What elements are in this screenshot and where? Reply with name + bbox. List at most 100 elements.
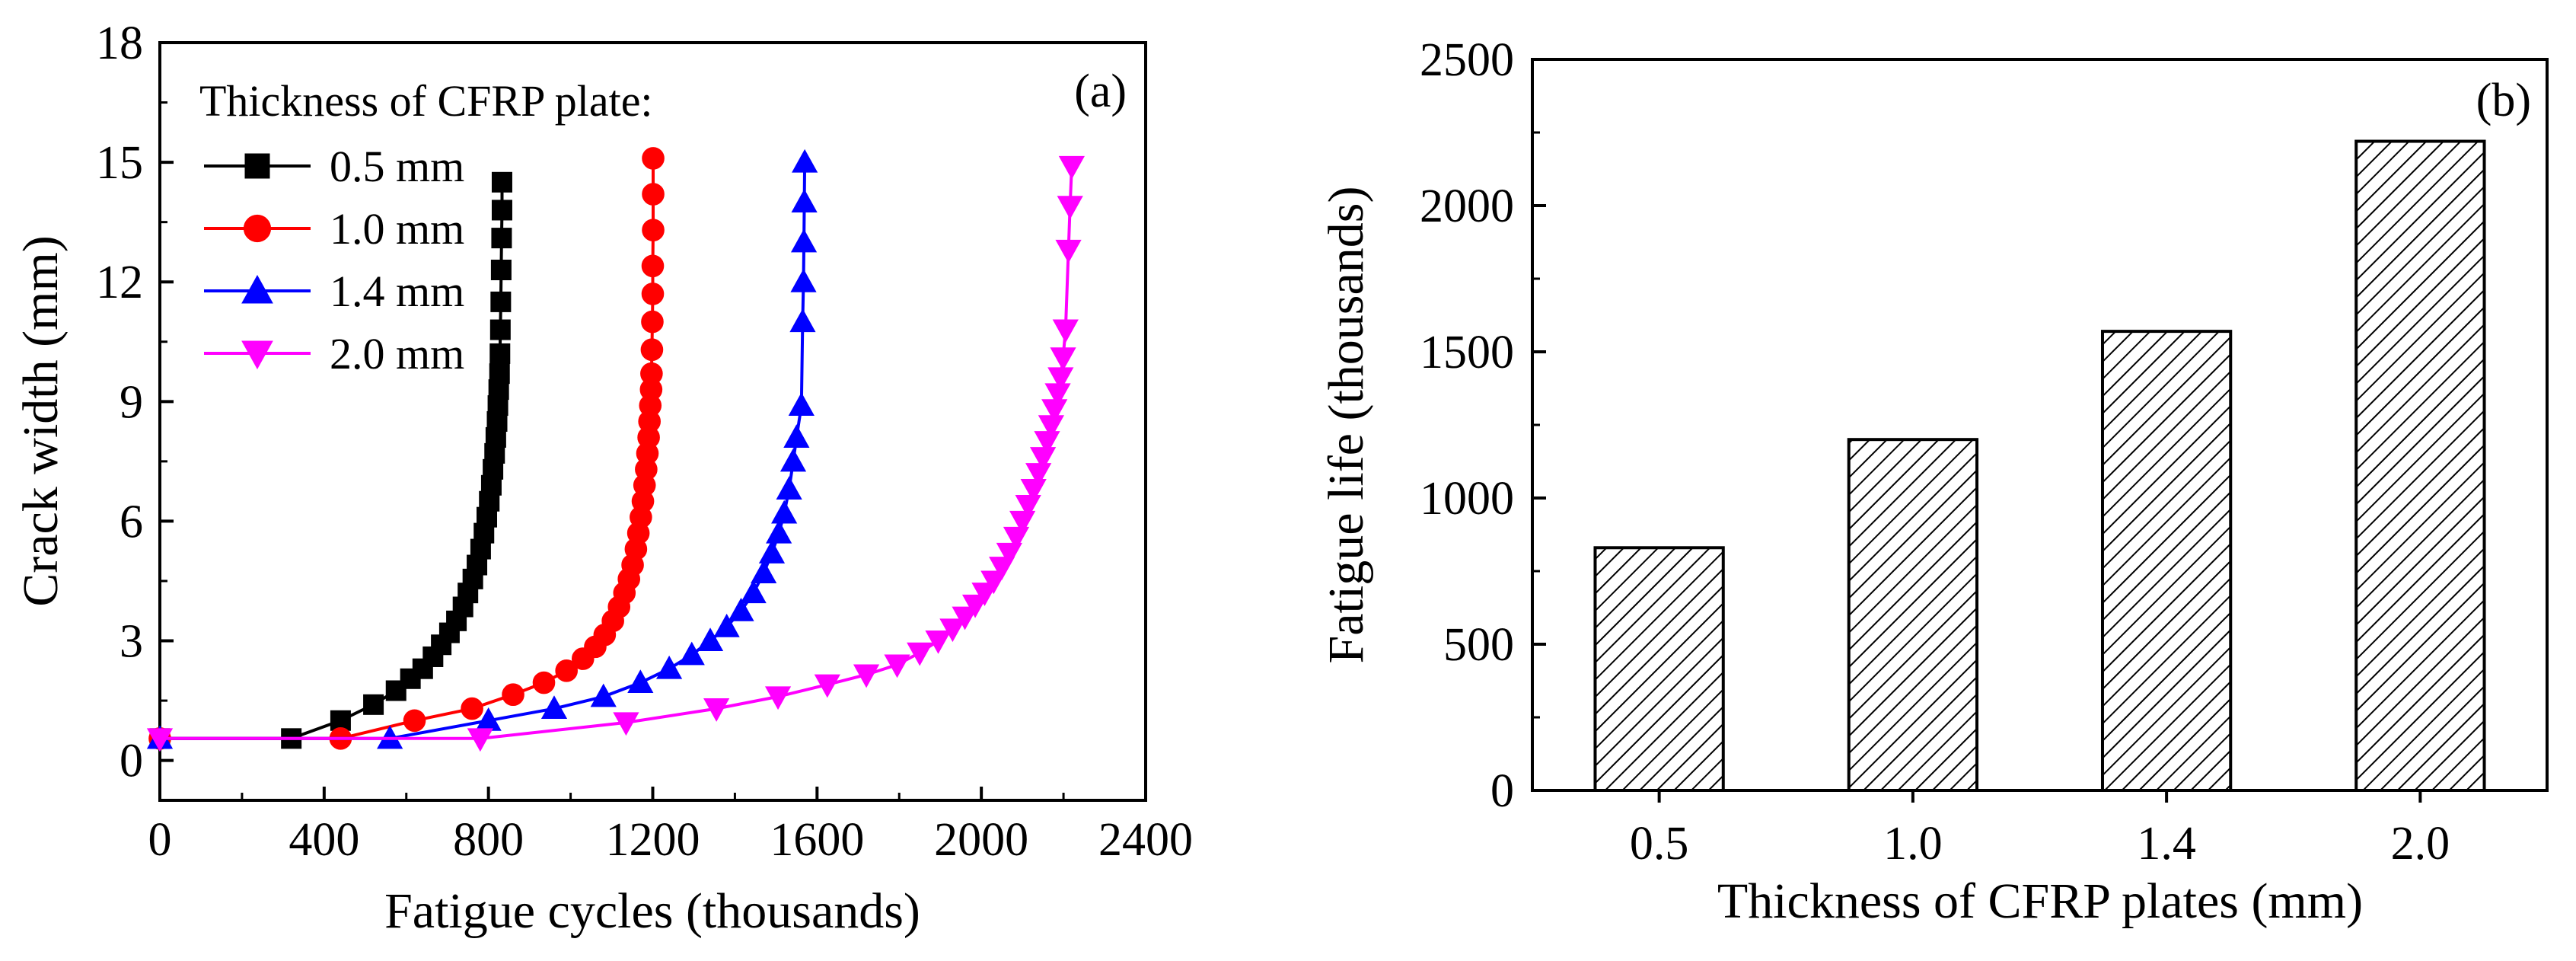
data-point-1-4-mm — [766, 519, 792, 544]
data-point-1-4-mm — [790, 228, 818, 253]
legend-title: Thickness of CFRP plate: — [199, 76, 653, 126]
data-point-2-0-mm — [1058, 155, 1085, 180]
panel-a-y-tick-label-9: 9 — [120, 376, 143, 428]
panel-b-x-tick-label-0-5: 0.5 — [1630, 818, 1689, 870]
panel-b-y-tick-label-500: 500 — [1443, 619, 1514, 671]
data-point-1-4-mm — [779, 448, 807, 472]
data-point-2-0-mm — [1057, 196, 1083, 219]
data-point-2-0-mm — [939, 618, 966, 643]
data-point-0-5-mm — [489, 363, 510, 385]
data-point-2-0-mm — [980, 570, 1007, 595]
data-point-1-4-mm — [771, 500, 798, 524]
data-point-1-4-mm — [655, 655, 683, 679]
legend-marker-2-0-mm — [241, 340, 273, 370]
panel-b-x-tick-label-1-0: 1.0 — [1883, 818, 1943, 870]
data-point-1-4-mm — [590, 683, 617, 707]
data-point-1-0-mm — [403, 709, 426, 733]
bar-0-5 — [1593, 546, 1725, 793]
data-point-0-5-mm — [489, 343, 511, 364]
data-point-1-0-mm — [641, 254, 665, 278]
data-point-0-5-mm — [491, 171, 512, 193]
data-point-0-5-mm — [491, 228, 512, 249]
panel-a-series — [146, 147, 1085, 752]
data-point-1-4-mm — [783, 424, 810, 448]
data-point-2-0-mm — [1020, 479, 1047, 503]
legend-label-1-0-mm: 1.0 mm — [330, 204, 464, 254]
data-point-2-0-mm — [1055, 239, 1082, 263]
series-1-0-mm — [148, 147, 665, 750]
data-point-1-0-mm — [502, 683, 524, 707]
series-line-1-4-mm — [160, 162, 807, 740]
data-point-1-0-mm — [640, 338, 664, 362]
panel-a-x-tick-label-800: 800 — [453, 814, 524, 866]
panel-a-x-tick-label-0: 0 — [148, 814, 172, 866]
panel-b-bars — [1593, 139, 2486, 793]
data-point-1-0-mm — [642, 183, 665, 206]
panel-a-y-tick-label-6: 6 — [120, 496, 143, 548]
panel-a-x-tick-label-1200: 1200 — [606, 814, 700, 866]
data-point-2-0-mm — [1030, 447, 1057, 471]
data-point-2-0-mm — [961, 594, 989, 618]
data-point-1-0-mm — [640, 362, 663, 385]
panel-b-bar-chart: 0 500 1000 1500 2000 2500 0.5 1.0 1.4 2.0 (b) Thi… — [1318, 34, 2549, 929]
panel-a-y-axis-title: Crack width (mm) — [13, 235, 69, 607]
panel-b-y-tick-label-1000: 1000 — [1420, 473, 1514, 525]
data-point-1-4-mm — [776, 476, 802, 500]
panel-b-y-tick-label-1500: 1500 — [1420, 327, 1514, 378]
data-point-1-0-mm — [461, 697, 483, 720]
panel-a-label: (a) — [1074, 65, 1127, 117]
data-point-2-0-mm — [907, 642, 933, 666]
data-point-0-5-mm — [385, 680, 406, 701]
data-point-1-4-mm — [788, 392, 815, 417]
panel-b-x-axis-title: Thickness of CFRP plates (mm) — [1717, 873, 2363, 929]
data-point-2-0-mm — [1047, 367, 1074, 391]
data-point-1-4-mm — [758, 540, 786, 564]
data-point-1-4-mm — [697, 627, 724, 652]
data-point-0-5-mm — [490, 291, 512, 312]
bar-2-0 — [2354, 139, 2486, 792]
data-point-2-0-mm — [703, 698, 730, 722]
series-0-5-mm — [149, 171, 512, 749]
data-point-2-0-mm — [1050, 347, 1076, 371]
data-point-1-0-mm — [532, 671, 556, 694]
legend-item-1-4-mm: 1.4 mm — [204, 267, 464, 316]
data-point-1-4-mm — [751, 560, 777, 583]
series-1-4-mm — [146, 148, 818, 749]
data-point-1-0-mm — [641, 310, 664, 334]
data-point-2-0-mm — [1025, 463, 1052, 487]
panel-b-y-tick-label-2000: 2000 — [1420, 180, 1514, 232]
data-point-0-5-mm — [490, 260, 512, 280]
data-point-2-0-mm — [1034, 431, 1060, 455]
data-point-2-0-mm — [952, 606, 978, 631]
legend-marker-1-4-mm — [241, 274, 273, 304]
panel-a-y-tick-label-18: 18 — [96, 18, 143, 69]
series-2-0-mm — [146, 155, 1085, 752]
panel-a-y-tick-label-12: 12 — [96, 257, 143, 308]
data-point-1-4-mm — [792, 148, 818, 173]
data-point-1-4-mm — [728, 597, 754, 621]
panel-a-line-chart: 0 400 800 1200 1600 2000 2400 0 3 6 9 12 15 18 Thickn… — [13, 18, 1193, 939]
panel-b-x-tick-label-2-0: 2.0 — [2391, 818, 2450, 870]
data-point-2-0-mm — [467, 728, 493, 752]
data-point-2-0-mm — [146, 728, 174, 752]
panel-b-ticks: 0 500 1000 1500 2000 2500 0.5 1.0 1.4 2.0 — [1420, 34, 2450, 870]
panel-a-ticks: 0 400 800 1200 1600 2000 2400 0 3 6 9 12 15 18 — [96, 18, 1193, 866]
data-point-1-4-mm — [627, 669, 654, 694]
data-point-2-0-mm — [853, 664, 880, 688]
data-point-2-0-mm — [925, 631, 952, 654]
legend-marker-1-0-mm — [243, 214, 272, 243]
panel-a-y-tick-label-3: 3 — [120, 616, 143, 668]
data-point-1-4-mm — [540, 695, 568, 720]
panel-b-y-tick-label-2500: 2500 — [1420, 34, 1514, 86]
panel-a-y-tick-label-15: 15 — [96, 137, 143, 189]
panel-b-y-tick-label-0: 0 — [1490, 765, 1514, 817]
panel-a-x-tick-label-400: 400 — [289, 814, 359, 866]
legend-item-0-5-mm: 0.5 mm — [204, 142, 464, 191]
data-point-1-4-mm — [713, 613, 740, 637]
data-point-1-4-mm — [789, 308, 816, 333]
legend-label-0-5-mm: 0.5 mm — [330, 142, 464, 191]
data-point-0-5-mm — [489, 319, 511, 340]
bar-1-0 — [1847, 438, 1979, 792]
panel-a-y-tick-label-0: 0 — [120, 736, 143, 787]
